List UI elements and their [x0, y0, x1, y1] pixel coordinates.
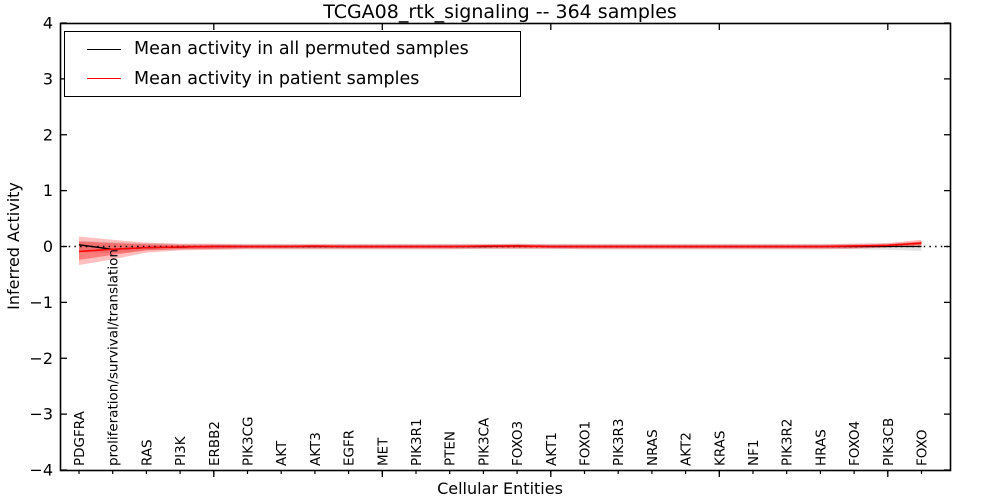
x-tick-label: EGFR [342, 430, 358, 466]
legend-line-black [87, 48, 121, 50]
x-tick-label: AKT [274, 440, 290, 466]
legend-entry-permuted: Mean activity in all permuted samples [65, 35, 520, 63]
x-tick-label: PI3K [173, 435, 189, 466]
x-tick-label: HRAS [813, 429, 829, 466]
x-tick-label: AKT2 [679, 432, 695, 466]
permuted-sample-spread-band [79, 240, 922, 254]
y-tick-label: 1 [43, 181, 53, 200]
x-tick-label: RAS [139, 439, 155, 466]
legend-label: Mean activity in all permuted samples [134, 39, 469, 60]
y-tick-label: 0 [43, 237, 53, 256]
chart-title: TCGA08_rtk_signaling -- 364 samples [323, 1, 677, 23]
x-tick-label: NF1 [746, 440, 762, 466]
patient-mean-line [78, 242, 922, 253]
x-tick-label: PIK3R1 [409, 418, 425, 466]
x-axis-label: Cellular Entities [437, 479, 563, 498]
y-tick-label: −2 [29, 349, 53, 368]
legend-label: Mean activity in patient samples [134, 68, 420, 89]
y-tick-label: 2 [43, 125, 53, 144]
y-axis-label: Inferred Activity [4, 182, 23, 310]
x-tick-label: NRAS [645, 429, 661, 466]
legend-line-red [87, 78, 121, 80]
x-tick-label: FOXO1 [578, 421, 594, 466]
x-tick-label: PIK3R2 [780, 418, 796, 466]
y-tick-label: −1 [29, 293, 53, 312]
x-tick-label: ERBB2 [207, 421, 223, 466]
x-tick-label: PIK3CB [881, 418, 897, 466]
x-tick-label: FOXO [915, 429, 931, 466]
x-tick-label: PIK3R3 [611, 418, 627, 466]
x-tick-label: FOXO3 [510, 421, 526, 466]
y-tick-label: 4 [43, 14, 53, 33]
x-tick-label: PTEN [443, 431, 459, 466]
y-tick-label: 3 [43, 69, 53, 88]
y-tick-label: −4 [29, 461, 53, 480]
x-tick-label: AKT3 [308, 432, 324, 466]
x-tick-label: PIK3CA [476, 417, 492, 466]
x-tick-label: AKT1 [544, 432, 560, 466]
legend: Mean activity in all permuted samples Me… [64, 31, 521, 97]
x-tick-label: MET [375, 437, 391, 466]
x-tick-label: FOXO4 [847, 421, 863, 466]
legend-entry-patient: Mean activity in patient samples [65, 65, 520, 93]
x-tick-label: PIK3CG [241, 417, 257, 466]
x-tick-label: proliferation/survival/translation [106, 249, 122, 466]
y-tick-label: −3 [29, 405, 53, 424]
x-tick-label: KRAS [712, 431, 728, 467]
patient-sample-spread-outer-band [79, 236, 922, 265]
x-tick-label: PDGFRA [72, 410, 88, 466]
